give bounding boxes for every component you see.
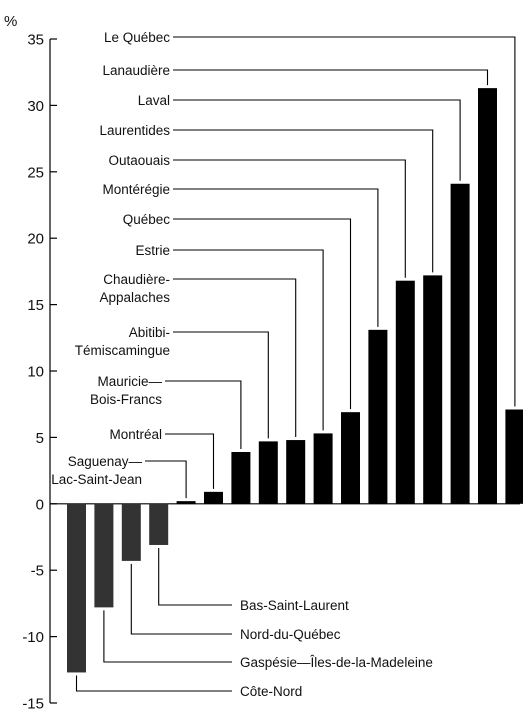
bar [258, 441, 278, 504]
bar [94, 503, 114, 608]
region-label: Nord-du-Québec [240, 627, 341, 642]
label-leader-lines [75, 36, 516, 692]
leader-line [173, 159, 406, 278]
leader-line [173, 99, 461, 181]
leader-line [173, 278, 297, 438]
y-tick-label: 20 [27, 231, 44, 248]
bar [176, 501, 196, 504]
region-label: Le Québec [104, 30, 170, 45]
leader-line [130, 563, 232, 635]
bar [204, 491, 223, 504]
region-label: Mauricie— [97, 374, 162, 389]
leader-line [173, 331, 269, 439]
y-tick-label: 30 [27, 98, 44, 115]
bar [121, 503, 141, 561]
region-label: Abitibi- [129, 325, 170, 340]
region-label: Québec [123, 212, 171, 227]
y-tick-label: -10 [22, 629, 44, 646]
bar [505, 409, 523, 504]
y-tick-label: -5 [31, 563, 44, 580]
region-label: Appalaches [99, 290, 170, 305]
bar [313, 433, 333, 504]
region-label: Laval [138, 93, 170, 108]
region-label: Côte-Nord [240, 684, 302, 699]
y-tick-label: 15 [27, 297, 44, 314]
bar [368, 329, 388, 504]
region-label: Gaspésie—Îles-de-la-Madeleine [240, 655, 433, 670]
y-tick-label: 5 [36, 430, 44, 447]
leader-line [103, 610, 232, 663]
region-label: Laurentides [99, 123, 170, 138]
bar [231, 452, 251, 504]
region-label: Saguenay— [68, 454, 143, 469]
bar [341, 412, 360, 504]
leader-line [173, 36, 516, 407]
region-label: Bois-Francs [90, 392, 162, 407]
y-tick-label: 0 [36, 496, 44, 513]
bar [450, 183, 470, 504]
bar [478, 88, 497, 504]
leader-line [145, 460, 187, 499]
leader-line [158, 547, 232, 606]
y-tick-label: 25 [27, 164, 44, 181]
leader-line [173, 69, 489, 86]
leader-line [165, 380, 242, 450]
region-label: Outaouais [108, 153, 170, 168]
region-label: Lac-Saint-Jean [51, 472, 142, 487]
y-tick-label: -15 [22, 696, 44, 713]
leader-line [165, 433, 215, 489]
leader-line [173, 188, 379, 327]
bar [286, 440, 306, 504]
y-axis-ticks: -15 -10 -5 0 5 10 15 20 25 30 35 [22, 32, 57, 713]
y-axis-unit-label: % [4, 13, 17, 30]
region-label: Chaudière- [103, 272, 170, 287]
bar [423, 275, 443, 504]
y-tick-label: 35 [27, 32, 44, 49]
leader-line [173, 249, 324, 431]
region-label: Lanaudière [102, 63, 170, 78]
region-label: Montérégie [102, 182, 170, 197]
region-label: Témiscamingue [75, 343, 170, 358]
region-label: Estrie [135, 243, 170, 258]
leader-line [173, 218, 352, 410]
bar-series [67, 88, 523, 673]
region-label: Montréal [109, 427, 162, 442]
bar [67, 503, 86, 673]
y-tick-label: 10 [27, 364, 44, 381]
region-label: Bas-Saint-Laurent [240, 598, 349, 613]
bar [149, 503, 169, 545]
region-labels: Le Québec Lanaudière Laval Laurentides Outao… [51, 30, 433, 699]
leader-line [173, 129, 434, 273]
bar [395, 280, 415, 504]
leader-line [75, 675, 232, 692]
